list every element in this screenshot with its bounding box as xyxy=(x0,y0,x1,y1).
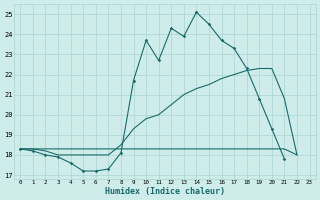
X-axis label: Humidex (Indice chaleur): Humidex (Indice chaleur) xyxy=(105,187,225,196)
